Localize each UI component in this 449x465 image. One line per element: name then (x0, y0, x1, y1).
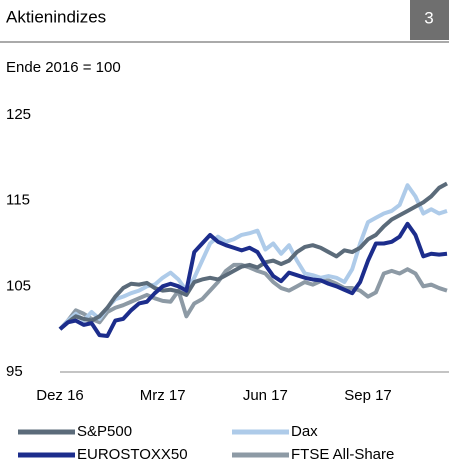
x-tick-label: Sep 17 (344, 387, 392, 404)
y-tick-label: 125 (6, 106, 31, 123)
chart-title: Aktienindizes (6, 7, 106, 26)
legend-label: S&P500 (77, 423, 132, 440)
badge-box (410, 0, 449, 40)
legend-label: Dax (291, 423, 318, 440)
series-line (58, 183, 448, 331)
subtitle: Ende 2016 = 100 (6, 59, 121, 76)
legend-label: EUROSTOXX50 (77, 446, 188, 463)
y-tick-label: 105 (6, 277, 31, 294)
series-line (58, 181, 448, 331)
x-tick-label: Jun 17 (243, 387, 288, 404)
x-tick-label: Mrz 17 (140, 387, 186, 404)
series-line (58, 221, 448, 339)
y-tick-label: 95 (6, 363, 23, 380)
x-tick-label: Dez 16 (36, 387, 84, 404)
legend-label: FTSE All-Share (291, 446, 394, 463)
badge: 3 (424, 8, 433, 27)
series-line (58, 262, 448, 331)
y-tick-label: 115 (6, 192, 30, 209)
